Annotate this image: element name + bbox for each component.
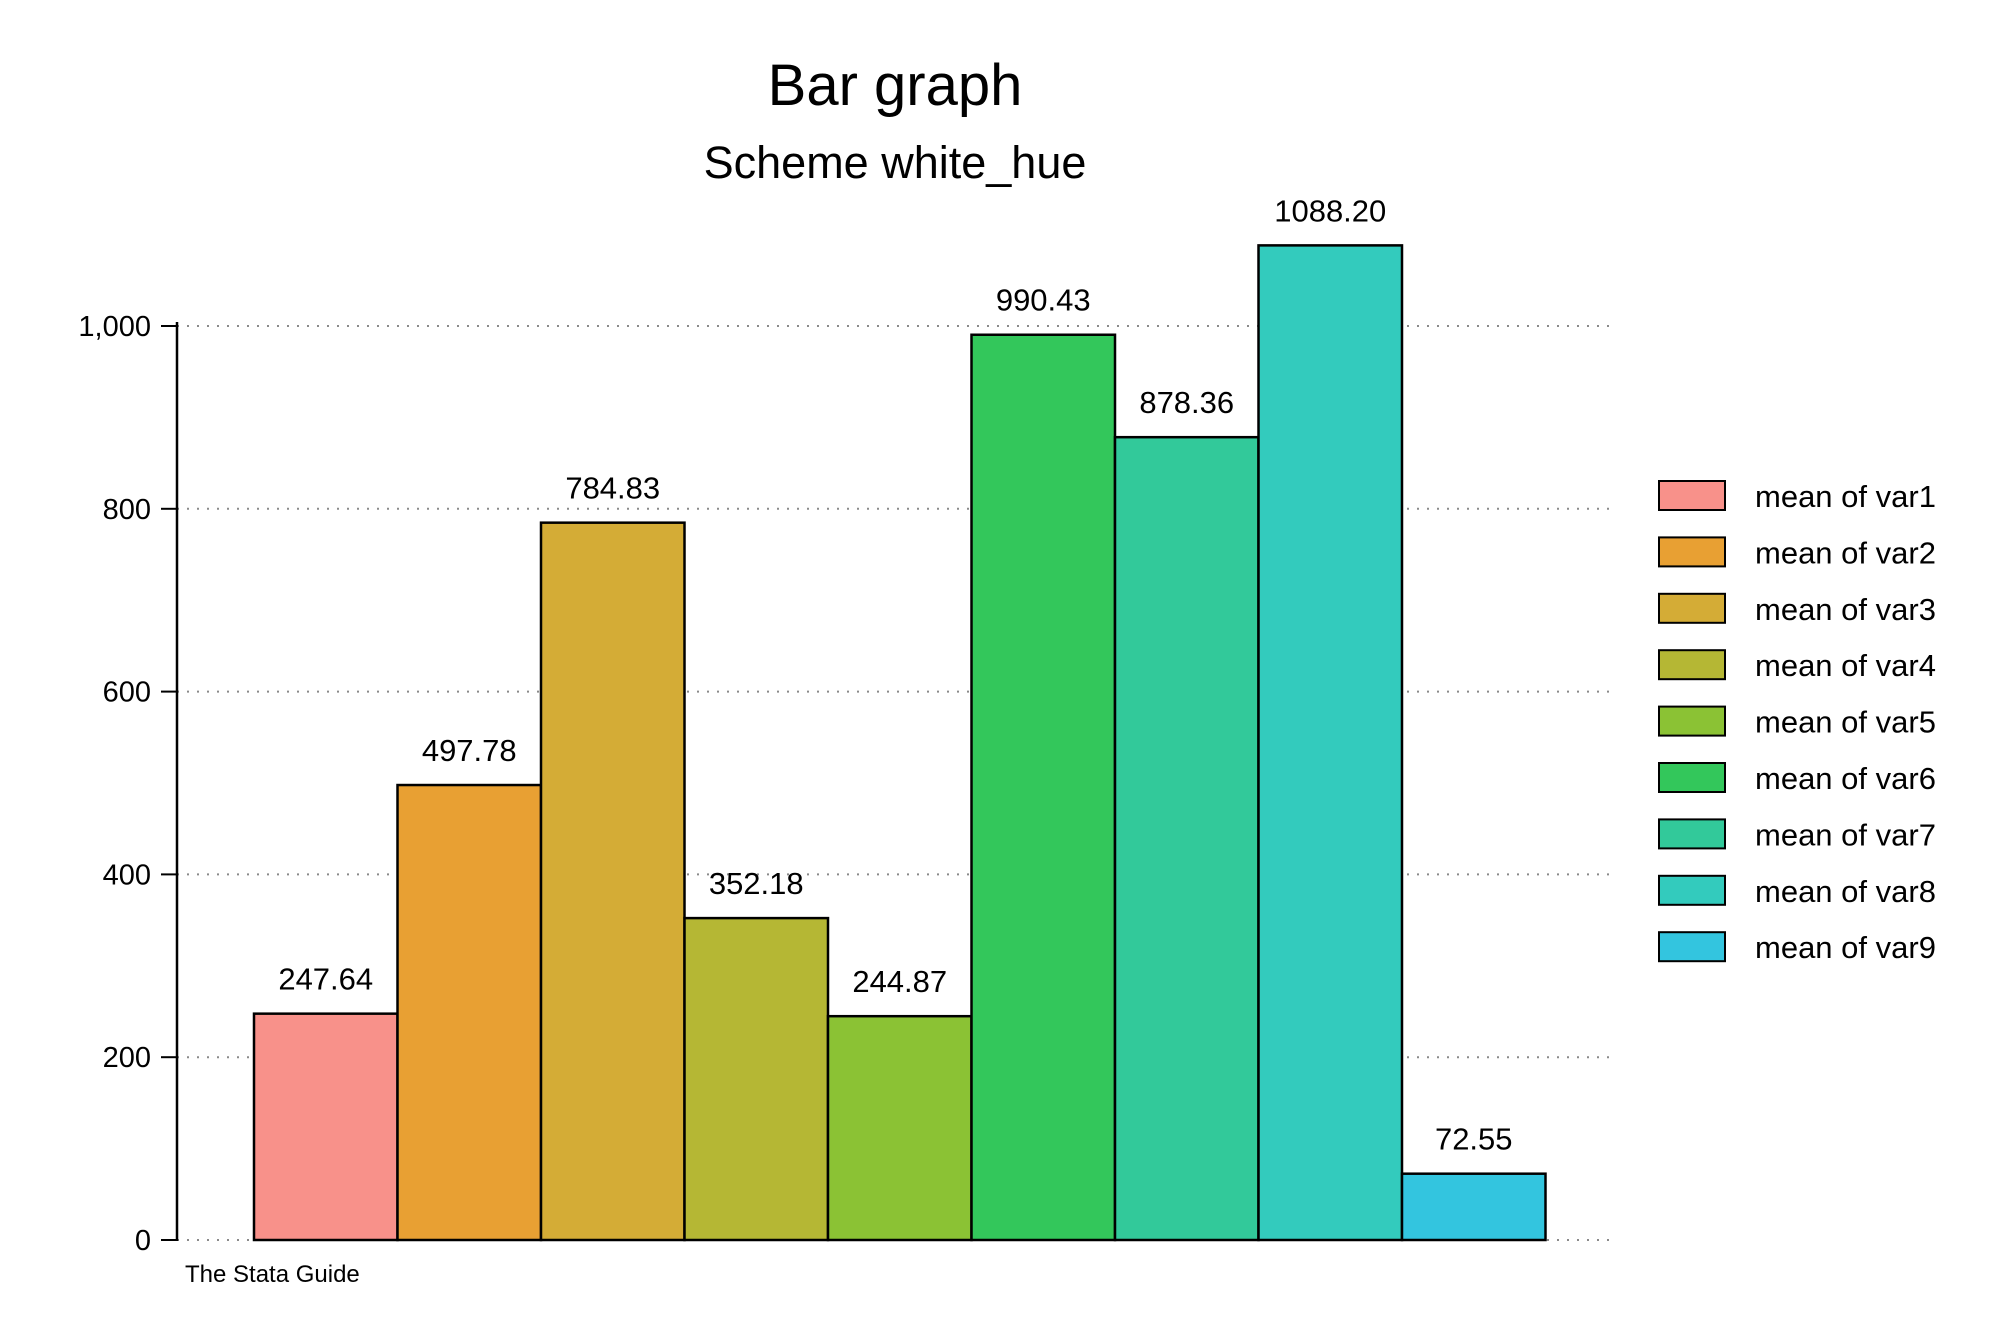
chart-subtitle: Scheme white_hue: [704, 137, 1087, 188]
legend-swatch-var3: [1658, 592, 1726, 624]
legend-swatch-var5: [1658, 705, 1726, 737]
y-tick-label: 200: [103, 1042, 151, 1074]
data-labels: 247.64 497.78 784.83 352.18 244.87 990.43 878.…: [278, 193, 1512, 1156]
legend-label-var4: mean of var4: [1755, 648, 1936, 683]
legend-swatch-var1: [1658, 480, 1726, 511]
legend-label-var6: mean of var6: [1755, 761, 1936, 796]
legend-swatch-var2: [1658, 536, 1726, 568]
bar-var4: [683, 916, 830, 1242]
y-tick-label: 600: [103, 677, 151, 709]
bar-var9: [1400, 1172, 1547, 1242]
y-tick-label: 0: [135, 1225, 151, 1257]
legend-label-var8: mean of var8: [1755, 874, 1936, 909]
y-tick-label: 1,000: [78, 311, 151, 343]
legend-label-var5: mean of var5: [1755, 705, 1936, 740]
legend-label-var1: mean of var1: [1755, 479, 1936, 514]
legend-label-var9: mean of var9: [1755, 930, 1936, 965]
data-label-var8: 1088.20: [1274, 193, 1386, 228]
legend-label-var7: mean of var7: [1755, 817, 1936, 852]
bar-var6: [970, 333, 1117, 1242]
bars: [252, 244, 1547, 1242]
legend-swatch-var9: [1658, 931, 1726, 963]
data-label-var6: 990.43: [996, 283, 1091, 318]
data-label-var7: 878.36: [1139, 385, 1234, 420]
legend: mean of var1 mean of var2 mean of var3 mean…: [1658, 479, 1936, 965]
legend-label-var3: mean of var3: [1755, 592, 1936, 627]
data-label-var5: 244.87: [852, 964, 947, 999]
bar-var5: [826, 1014, 973, 1242]
legend-swatch-var8: [1658, 874, 1726, 906]
legend-label-var2: mean of var2: [1755, 535, 1936, 570]
bar-var8: [1257, 244, 1404, 1242]
bar-var1: [252, 1012, 399, 1242]
legend-swatch-var4: [1658, 649, 1726, 681]
bar-var7: [1113, 435, 1260, 1242]
data-label-var9: 72.55: [1435, 1122, 1513, 1157]
chart-title: Bar graph: [768, 53, 1023, 118]
bar-var3: [539, 521, 686, 1242]
chart-note: The Stata Guide: [185, 1261, 360, 1288]
data-label-var4: 352.18: [709, 866, 804, 901]
y-axis: 0 200 400 600 800 1,000: [78, 311, 179, 1257]
legend-swatch-var7: [1658, 818, 1726, 850]
y-tick-label: 400: [103, 859, 151, 891]
y-tick-label: 800: [103, 494, 151, 526]
data-label-var2: 497.78: [422, 733, 517, 768]
data-label-var1: 247.64: [278, 962, 373, 997]
legend-swatch-var6: [1658, 762, 1726, 793]
data-label-var3: 784.83: [565, 471, 660, 506]
bar-var2: [396, 783, 543, 1242]
